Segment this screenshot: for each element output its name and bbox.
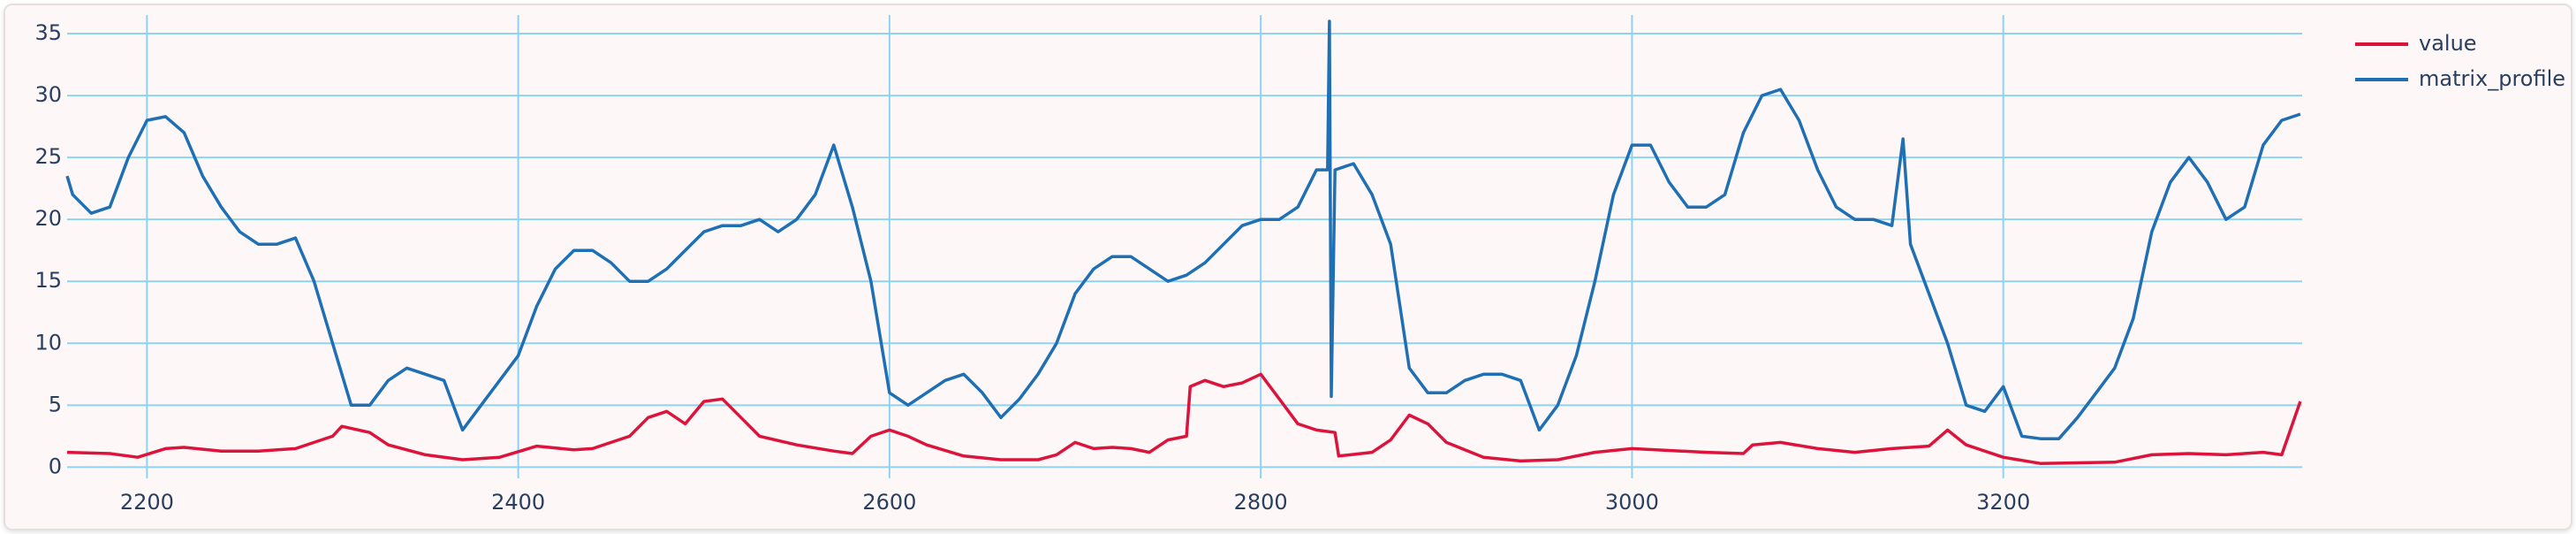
y-tick-label: 35 — [34, 20, 62, 45]
y-tick-label: 10 — [34, 330, 62, 355]
x-tick-label: 2600 — [862, 490, 916, 515]
y-tick-label: 0 — [49, 454, 62, 478]
series-line — [65, 19, 2301, 440]
y-tick-label: 30 — [34, 82, 62, 107]
chart-card: 2200 2400 2600 2800 3000 3200 0 5 10 15 20 25 30 35 va… — [4, 4, 2572, 530]
legend-label: matrix_profile — [2419, 66, 2565, 91]
legend-label: value — [2419, 31, 2477, 56]
y-tick-label: 5 — [49, 392, 62, 416]
x-tick-label: 2200 — [120, 490, 174, 515]
y-tick-label: 25 — [34, 144, 62, 169]
x-tick-label: 3200 — [1976, 490, 2030, 515]
x-tick-label: 3000 — [1605, 490, 1659, 515]
y-tick-label: 20 — [34, 206, 62, 231]
y-tick-label: 15 — [34, 268, 62, 293]
x-tick-label: 2800 — [1234, 490, 1288, 515]
series-line — [66, 372, 2302, 465]
x-tick-label: 2400 — [491, 490, 545, 515]
chart: 2200 2400 2600 2800 3000 3200 0 5 10 15 20 25 30 35 va… — [34, 15, 2565, 515]
